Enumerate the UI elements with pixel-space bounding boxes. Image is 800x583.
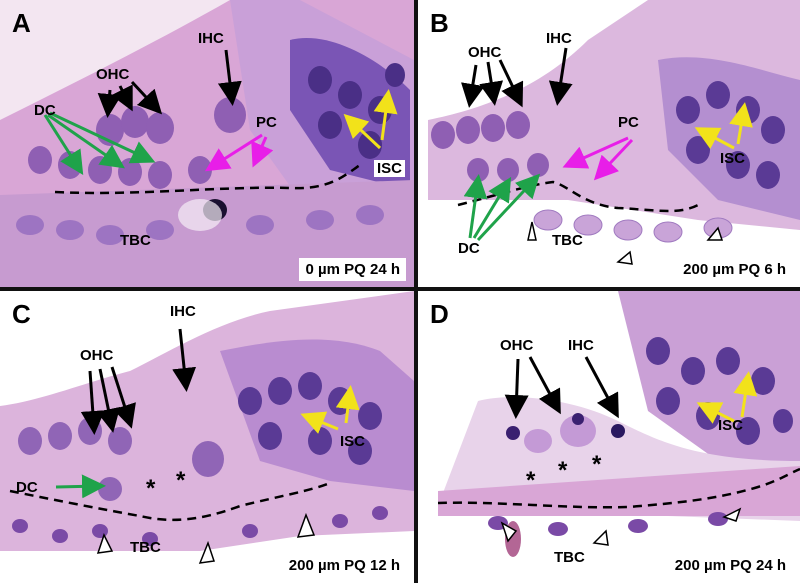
panel-c-isc-label: ISC	[340, 433, 366, 450]
panel-a-pc-label: PC	[256, 114, 277, 131]
panel-c-dc-label: DC	[16, 479, 38, 496]
panel-c-asterisk-2: *	[176, 467, 186, 494]
panel-c-ohc-label: OHC	[80, 347, 114, 364]
panel-b-letter: B	[430, 8, 449, 38]
panel-d-ihc-label: IHC	[568, 337, 594, 354]
panel-c: C IHC OHC ISC DC * * TBC 200 µm PQ 12 h	[0, 291, 414, 583]
panel-d-asterisk-3: *	[592, 451, 602, 478]
panel-d-condition: 200 µm PQ 24 h	[668, 554, 792, 577]
panel-a-ihc-label: IHC	[198, 30, 224, 47]
panel-a-tbc-label: TBC	[120, 232, 151, 249]
panel-b-condition: 200 µm PQ 6 h	[677, 258, 792, 281]
panel-d-ohc-label: OHC	[500, 337, 534, 354]
panel-a-condition: 0 µm PQ 24 h	[299, 258, 406, 281]
panel-a-isc-label: ISC	[374, 160, 406, 177]
panel-d-asterisk-1: *	[526, 467, 536, 494]
panel-c-ihc-label: IHC	[170, 303, 196, 320]
panel-b-ihc-label: IHC	[546, 30, 572, 47]
panel-c-letter: C	[12, 299, 31, 329]
panel-a-ohc-label: OHC	[96, 66, 130, 83]
panel-c-condition: 200 µm PQ 12 h	[282, 554, 406, 577]
panel-b-tbc-label: TBC	[552, 232, 583, 249]
panel-b: B IHC OHC PC ISC DC TBC 200 µm PQ 6 h	[418, 0, 800, 287]
panel-b-pc-label: PC	[618, 114, 639, 131]
panel-a-dc-label: DC	[34, 102, 56, 119]
horizontal-divider	[0, 287, 800, 291]
panel-c-tbc-label: TBC	[130, 539, 161, 556]
panel-a: A IHC OHC DC PC ISC TBC 0 µm PQ 24 h	[0, 0, 414, 287]
panel-d-tbc-label: TBC	[554, 549, 585, 566]
panel-a-tissue-image	[0, 0, 414, 287]
panel-d: D OHC IHC ISC * * * TBC 200 µm PQ 24 h	[418, 291, 800, 583]
panel-d-tissue-image	[418, 291, 800, 583]
panel-b-isc-label: ISC	[720, 150, 746, 167]
panel-c-tissue-image	[0, 291, 414, 583]
panel-d-letter: D	[430, 299, 449, 329]
panel-b-ohc-label: OHC	[468, 44, 502, 61]
panel-c-asterisk-1: *	[146, 475, 156, 502]
panel-d-asterisk-2: *	[558, 457, 568, 484]
panel-b-dc-label: DC	[458, 240, 480, 257]
panel-b-tissue-image	[418, 0, 800, 287]
panel-a-letter: A	[12, 8, 31, 38]
panel-d-isc-label: ISC	[718, 417, 744, 434]
vertical-divider	[414, 0, 418, 583]
